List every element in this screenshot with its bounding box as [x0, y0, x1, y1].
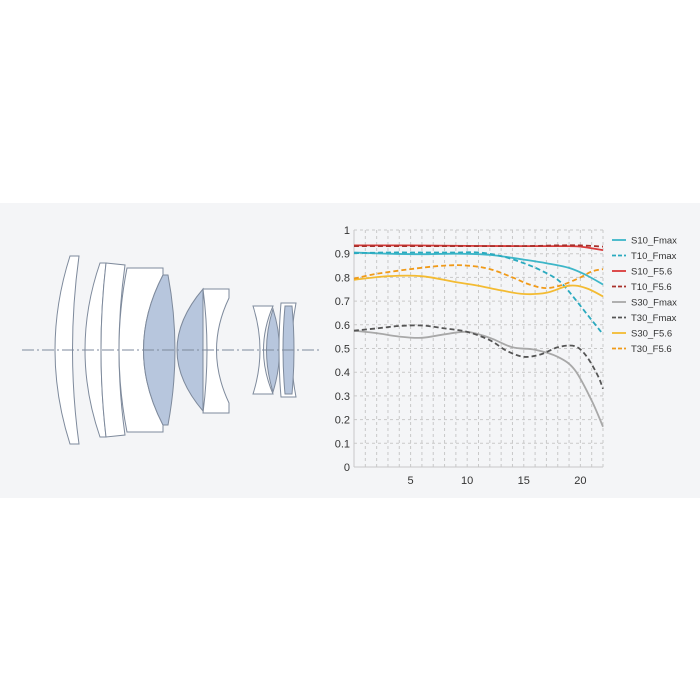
y-tick-label: 1 [344, 225, 350, 237]
y-tick-label: 0 [344, 462, 350, 474]
legend-label: S30_F5.6 [631, 329, 672, 340]
series-line-t30-f5-6 [353, 264, 604, 290]
y-tick-label: 0.3 [335, 391, 350, 403]
mtf-chart: 00.10.20.30.40.50.60.70.80.915 10 15 20 S10… [335, 225, 677, 487]
legend-label: T30_Fmax [631, 313, 677, 324]
y-tick-label: 0.4 [335, 367, 350, 379]
x-tick-label: 20 [574, 475, 586, 487]
legend-label: T30_F5.6 [631, 344, 672, 355]
series-line-s30-fmax [353, 329, 604, 428]
series-line-t10-fmax [353, 251, 604, 335]
legend-label: S10_Fmax [631, 236, 677, 247]
series-line-t30-fmax [353, 324, 604, 390]
y-tick-label: 0.7 [335, 296, 350, 308]
y-tick-label: 0.1 [335, 438, 350, 450]
x-tick-label: 10 [461, 475, 473, 487]
chart-grid [354, 229, 604, 467]
legend-label: S10_F5.6 [631, 267, 672, 278]
y-tick-label: 0.5 [335, 344, 350, 356]
lens-element-7 [202, 288, 230, 414]
lens-element-5-aspheric [143, 274, 176, 426]
legend-label: T10_F5.6 [631, 282, 672, 293]
series-line-s30-f5-6 [353, 274, 604, 298]
lens-element-diagram [22, 255, 322, 445]
x-tick-label: 5 [408, 475, 414, 487]
legend-label: T10_Fmax [631, 251, 677, 262]
y-tick-label: 0.8 [335, 272, 350, 284]
chart-legend: S10_Fmax T10_Fmax S10_F5.6 T10_F5.6 S30_Fmax… [612, 236, 677, 355]
y-tick-label: 0.2 [335, 415, 350, 427]
x-tick-label: 15 [518, 475, 530, 487]
chart-series [353, 244, 604, 428]
chart-axes: 00.10.20.30.40.50.60.70.80.915 10 15 20 [335, 225, 603, 487]
y-tick-label: 0.9 [335, 249, 350, 261]
series-line-t10-f5-6 [354, 244, 604, 248]
y-tick-label: 0.6 [335, 320, 350, 332]
legend-label: S30_Fmax [631, 298, 677, 309]
